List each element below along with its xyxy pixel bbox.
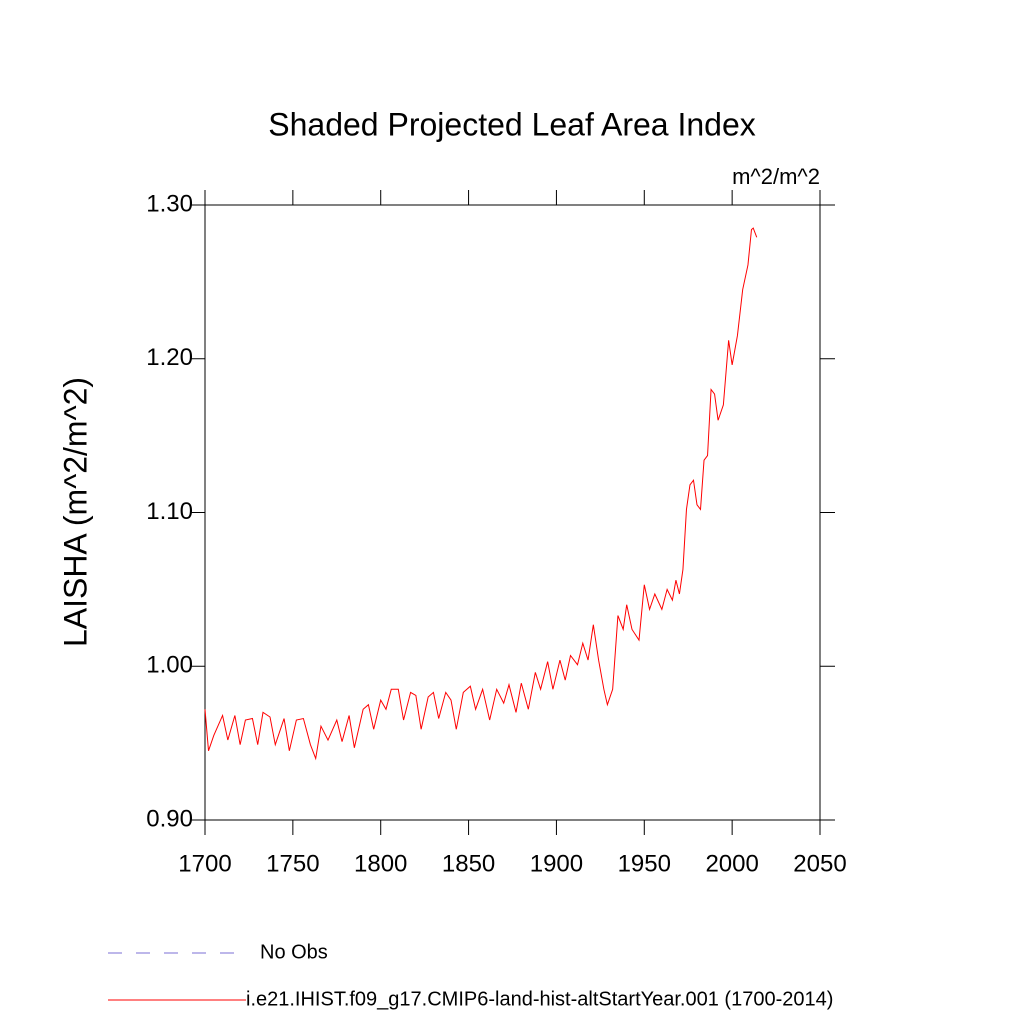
y-tick-label: 1.10 [146, 498, 193, 525]
x-tick-label: 2000 [705, 850, 758, 877]
y-tick-label: 1.30 [146, 190, 193, 217]
y-axis-label: LAISHA (m^2/m^2) [57, 377, 93, 647]
units-label: m^2/m^2 [732, 164, 820, 189]
x-tick-label: 1950 [618, 850, 671, 877]
plot-frame [204, 204, 821, 821]
x-tick-label: 1800 [354, 850, 407, 877]
x-tick-label: 1700 [178, 850, 231, 877]
y-tick-label: 0.90 [146, 805, 193, 832]
y-tick-label: 1.00 [146, 652, 193, 679]
chart-title: Shaded Projected Leaf Area Index [268, 106, 755, 142]
x-tick-label: 1900 [530, 850, 583, 877]
x-tick-label: 1850 [442, 850, 495, 877]
y-tick-label: 1.20 [146, 344, 193, 371]
x-tick-label: 1750 [266, 850, 319, 877]
legend-label: i.e21.IHIST.f09_g17.CMIP6-land-hist-altS… [246, 988, 833, 1010]
data-line [204, 227, 758, 761]
legend-label: No Obs [260, 941, 328, 963]
x-tick-label: 2050 [793, 850, 846, 877]
